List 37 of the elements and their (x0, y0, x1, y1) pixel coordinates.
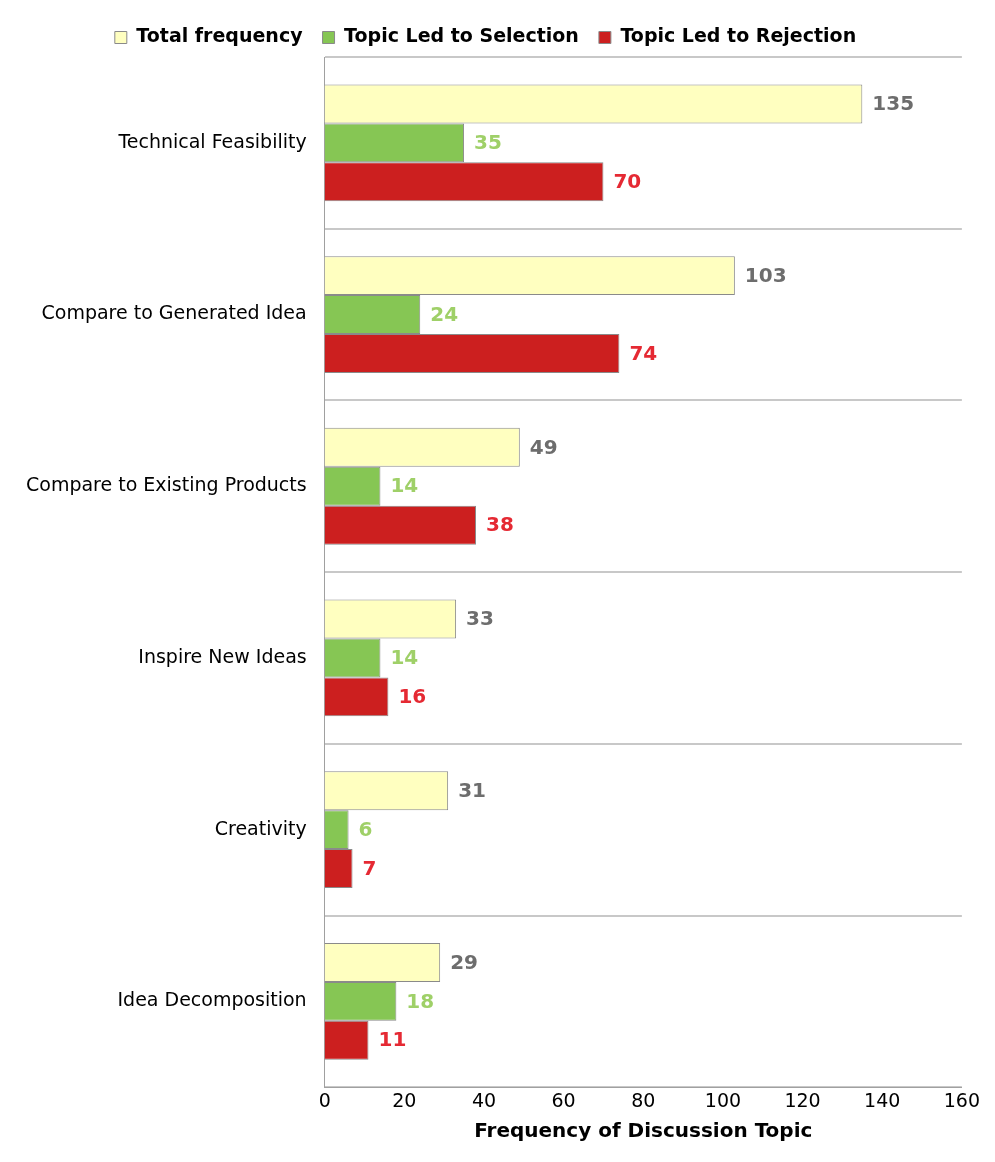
x-tick-label: 160 (943, 1088, 980, 1111)
data-label: 14 (390, 645, 419, 670)
x-tick-label: 0 (318, 1088, 331, 1111)
y-tick-label: Compare to Existing Products (25, 473, 307, 496)
y-tick-label: Idea Decomposition (117, 988, 307, 1011)
data-label: 7 (362, 855, 377, 880)
x-tick-label: 20 (392, 1088, 417, 1111)
legend-label: Topic Led to Selection (344, 24, 579, 47)
data-label: 38 (486, 512, 514, 537)
y-tick-label: Technical Feasibility (117, 129, 307, 152)
y-tick-label: Inspire New Ideas (138, 644, 307, 667)
data-label: 16 (398, 684, 427, 709)
x-tick-label: 140 (864, 1088, 901, 1111)
x-tick-label: 40 (471, 1088, 497, 1111)
data-label: 135 (872, 91, 915, 116)
data-label: 18 (406, 988, 435, 1013)
data-label: 70 (613, 168, 642, 193)
data-label: 74 (629, 340, 658, 365)
x-tick-label: 120 (784, 1088, 821, 1111)
x-tick-label: 80 (631, 1088, 656, 1111)
x-tick-label: 60 (551, 1088, 576, 1111)
data-label: 35 (474, 130, 502, 155)
legend-label: Total frequency (136, 24, 304, 47)
data-label: 31 (458, 777, 486, 802)
legend-label: Topic Led to Rejection (620, 24, 857, 47)
x-axis-title: Frequency of Discussion Topic (474, 1118, 813, 1143)
data-label: 6 (358, 816, 373, 841)
data-label: 103 (744, 262, 787, 287)
x-tick-label: 100 (704, 1088, 742, 1111)
data-label: 14 (390, 473, 419, 498)
data-label: 11 (378, 1027, 407, 1052)
data-label: 24 (430, 301, 459, 326)
y-tick-label: Creativity (214, 816, 307, 839)
data-label: 49 (529, 434, 558, 459)
data-label: 33 (466, 606, 494, 631)
y-tick-label: Compare to Generated Idea (41, 301, 307, 324)
data-label: 29 (450, 949, 479, 974)
